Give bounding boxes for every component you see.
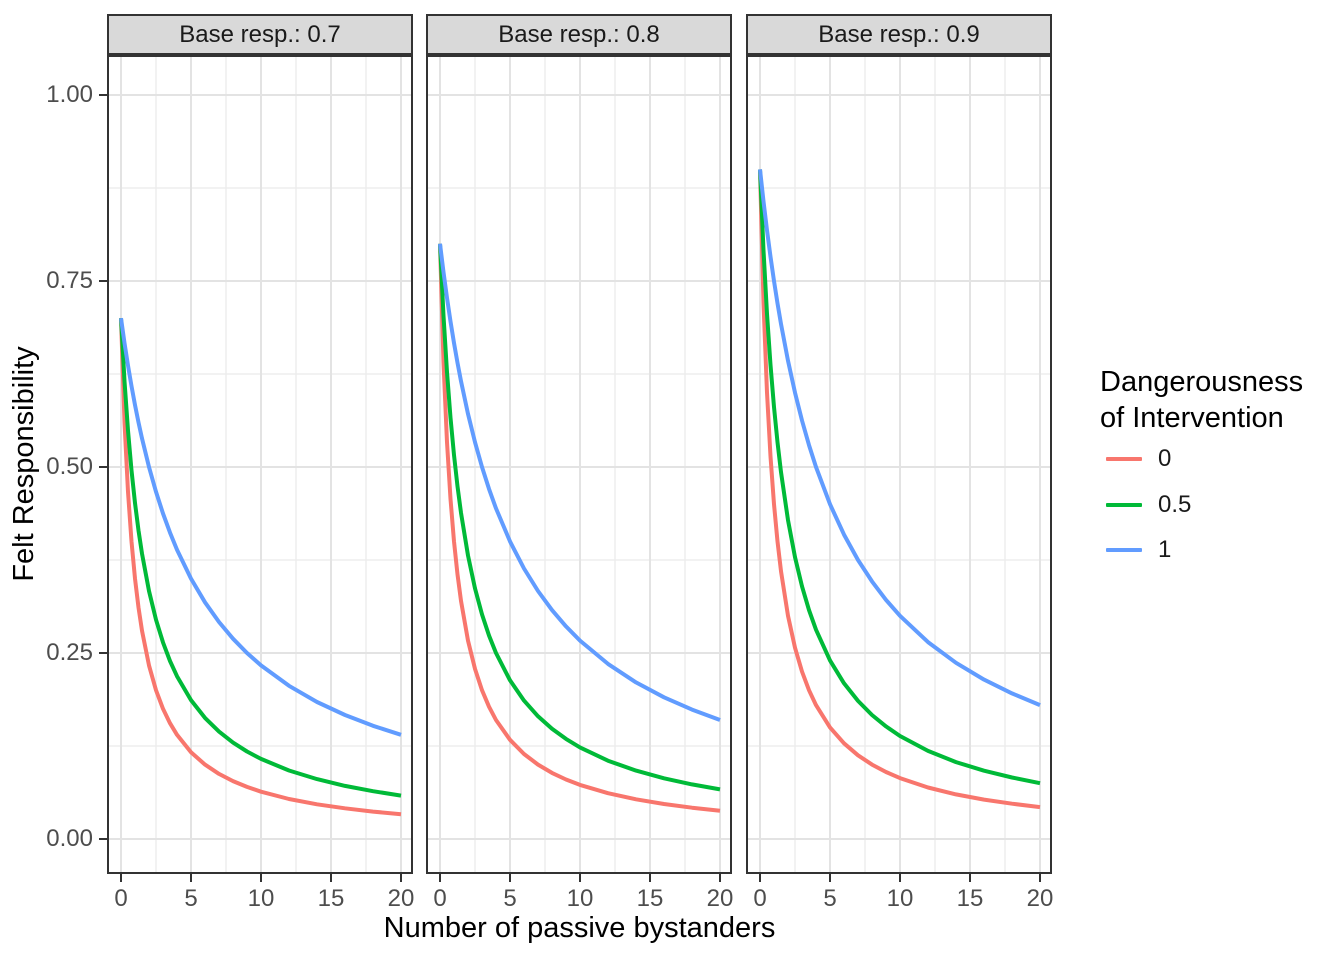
series-line-1 [438,243,721,722]
x-tick-label: 5 [823,885,837,912]
y-tick-label: 0.50 [46,453,93,480]
series-line-1 [119,317,402,737]
x-tick [579,874,581,882]
facet-strip-label: Base resp.: 0.8 [498,20,660,48]
x-tick [969,874,971,882]
x-tick-label: 20 [1026,885,1054,912]
y-tick [99,466,107,468]
facet-strip-label: Base resp.: 0.7 [179,20,341,48]
x-tick [439,874,441,882]
x-tick [190,874,192,882]
series-line-0.5 [438,243,721,792]
series-line-0 [438,243,721,813]
x-tick [829,874,831,882]
x-tick-label: 0 [433,885,447,912]
y-tick-label: 1.00 [46,81,93,108]
legend-entry: 1 [1100,536,1344,564]
series-line-0 [119,318,402,817]
series-line-0.5 [758,169,1041,786]
x-tick-label: 0 [753,885,767,912]
facet-strip: Base resp.: 0.8 [426,14,732,55]
x-tick-label: 5 [503,885,517,912]
legend-title: Dangerousness of Intervention [1100,364,1344,436]
x-tick [120,874,122,882]
facet-panel: Base resp.: 0.9 0 5 10 15 20 [746,14,1054,920]
y-tick-label: 0.75 [46,267,93,294]
x-tick-label: 20 [387,885,415,912]
x-tick [330,874,332,882]
facet-panel: Base resp.: 0.7 0 5 10 15 20 [107,14,415,920]
legend-entry: 0 [1100,445,1344,473]
x-tick [260,874,262,882]
legend-entry-label: 1 [1158,536,1172,563]
panel-border [107,55,413,874]
legend-title-line2: of Intervention [1100,402,1284,434]
series-line-1 [758,169,1041,707]
x-tick [759,874,761,882]
facet-strip: Base resp.: 0.7 [107,14,413,55]
y-tick [99,280,107,282]
x-tick-label: 15 [636,885,664,912]
y-tick [99,94,107,96]
x-tick-label: 15 [956,885,984,912]
panel-border [746,55,1052,874]
legend-entry-label: 0.5 [1158,491,1192,518]
legend-key-line [1106,457,1142,461]
x-tick-label: 0 [114,885,128,912]
x-tick [509,874,511,882]
x-tick-label: 15 [317,885,345,912]
series-line-0.5 [119,318,402,798]
x-tick-label: 10 [566,885,594,912]
x-tick-label: 10 [247,885,275,912]
y-tick-label: 0.00 [46,825,93,852]
x-tick-label: 20 [706,885,734,912]
y-tick [99,838,107,840]
y-tick [99,652,107,654]
x-axis-title: Number of passive bystanders [383,912,776,944]
panel-border [426,55,732,874]
plot-area [746,55,1052,874]
x-tick-label: 5 [184,885,198,912]
x-tick [719,874,721,882]
plot-area [107,55,413,874]
legend-entry: 0.5 [1100,491,1344,519]
plot-canvas [426,55,732,874]
y-tick-label: 0.25 [46,639,93,666]
legend: Dangerousness of Intervention 0 0.5 1 [1100,364,1344,594]
facet-strip-label: Base resp.: 0.9 [818,20,980,48]
facet-strip: Base resp.: 0.9 [746,14,1052,55]
legend-key-line [1106,548,1142,552]
x-tick [400,874,402,882]
x-tick-label: 10 [886,885,914,912]
x-tick [1039,874,1041,882]
series-line-0 [758,169,1041,810]
legend-key-line [1106,503,1142,507]
x-tick [899,874,901,882]
plot-area [426,55,732,874]
plot-canvas [107,55,413,874]
plot-canvas [746,55,1052,874]
facet-panel: Base resp.: 0.8 0 5 10 15 20 [426,14,734,920]
legend-title-line1: Dangerousness [1100,366,1304,398]
legend-entry-label: 0 [1158,445,1172,472]
x-tick [649,874,651,882]
